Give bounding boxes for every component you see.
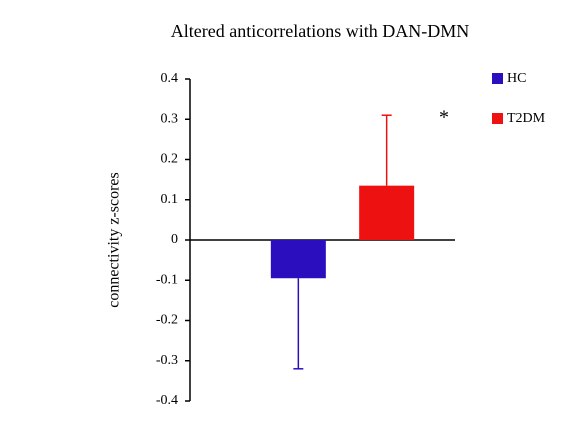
y-tick-label: -0.1 [156, 272, 178, 287]
legend-swatch [492, 113, 503, 124]
bar [359, 185, 415, 240]
y-tick-label: 0 [171, 232, 178, 247]
y-tick-label: 0.4 [161, 71, 179, 86]
legend-label: HC [507, 71, 526, 86]
y-axis-label: connectivity z-scores [106, 172, 123, 308]
bar [270, 240, 326, 279]
legend-swatch [492, 73, 503, 84]
y-tick-label: 0.3 [161, 111, 179, 126]
y-tick-label: -0.4 [156, 393, 178, 408]
y-tick-label: -0.3 [156, 353, 178, 368]
legend-label: T2DM [507, 111, 546, 126]
y-tick-label: 0.1 [161, 192, 179, 207]
chart-title: Altered anticorrelations with DAN-DMN [171, 21, 469, 41]
y-tick-label: 0.2 [161, 152, 179, 167]
y-tick-label: -0.2 [156, 313, 178, 328]
significance-annotation: * [439, 107, 449, 129]
